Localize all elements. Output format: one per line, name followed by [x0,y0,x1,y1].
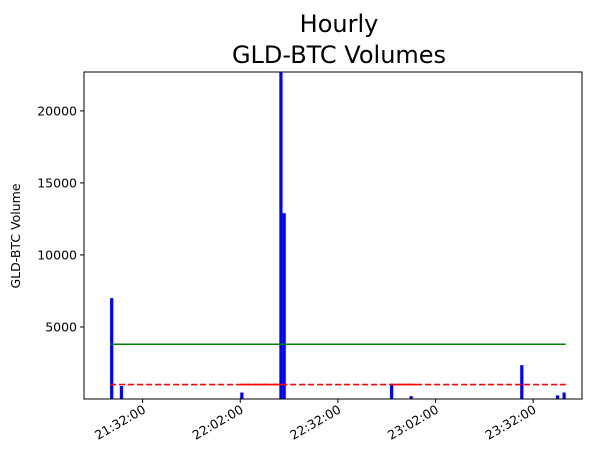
bar-8 [555,395,560,399]
x-tick-label: 22:32:00 [287,402,343,443]
bar-4 [282,213,286,399]
bar-1 [119,386,124,399]
y-tick-label: 10000 [37,247,77,262]
bar-0 [110,298,114,399]
chart-title-line-2: GLD-BTC Volumes [232,41,446,69]
bar-5 [389,385,394,399]
x-tick-label: 23:02:00 [385,402,441,443]
x-tick-label: 21:32:00 [92,402,148,443]
y-tick-label: 5000 [45,319,77,334]
bar-3 [279,72,283,399]
bars-layer [110,72,566,399]
x-tick-label: 22:02:00 [190,402,246,443]
x-tick-label: 23:32:00 [483,402,539,443]
y-tick-label: 20000 [37,103,77,118]
y-ticks-layer: 5000 10000 15000 20000 [37,103,84,334]
bar-2 [240,392,244,399]
bar-9 [562,392,566,399]
reference-lines-layer [110,343,566,386]
chart-title-line-1: Hourly [300,10,379,38]
bar-7 [520,365,524,399]
y-tick-label: 15000 [37,175,77,190]
plot-frame [83,71,583,400]
x-ticks-layer: 21:32:00 22:02:00 22:32:00 23:02:00 23:32:00 [92,399,539,443]
y-axis-label: GLD-BTC Volume [8,183,23,288]
bar-6 [409,396,413,399]
